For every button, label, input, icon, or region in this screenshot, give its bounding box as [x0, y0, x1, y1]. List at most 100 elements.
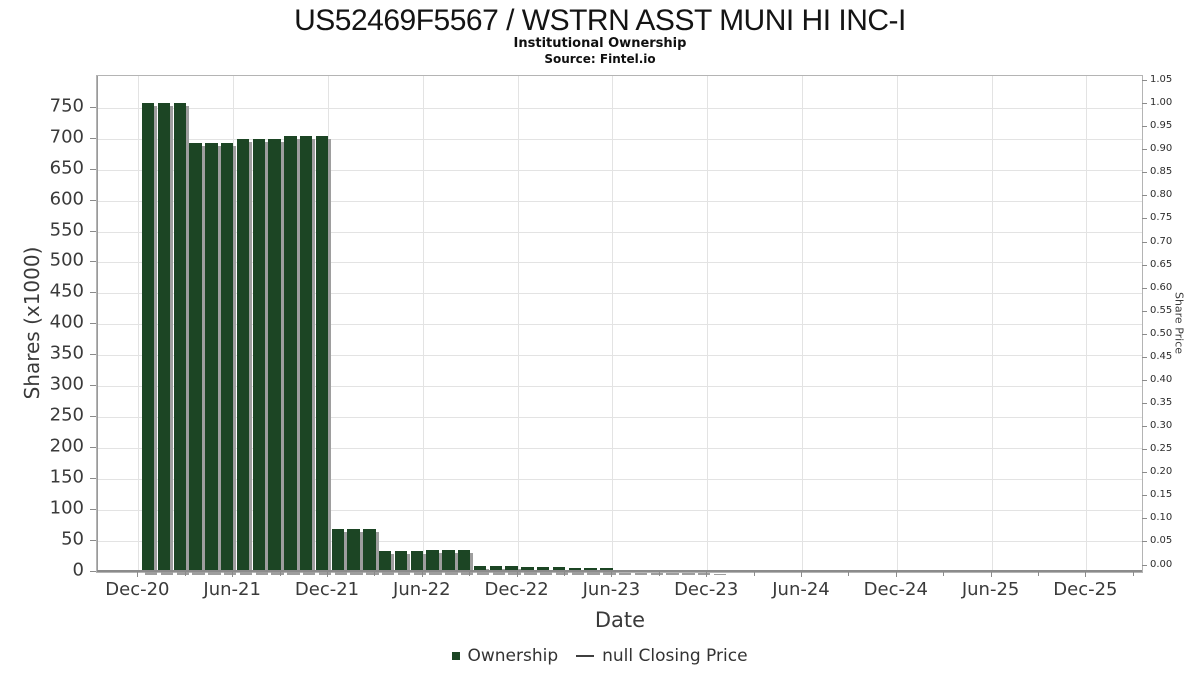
y-left-tick-mark [90, 385, 96, 387]
y-right-tick-label: 0.45 [1150, 350, 1173, 362]
y-left-tick-label: 300 [49, 373, 84, 395]
x-minor-tick-mark [184, 572, 186, 576]
bar-Apr-22 [394, 550, 408, 572]
plot-area [96, 75, 1143, 573]
bar-Nov-21 [315, 135, 329, 572]
y-right-tick-mark [1142, 379, 1147, 381]
y-right-tick-label: 0.75 [1150, 212, 1173, 224]
x-minor-tick-mark [848, 572, 850, 576]
y-left-tick-mark [90, 292, 96, 294]
x-tick-label: Jun-23 [582, 579, 641, 600]
y-left-tick-mark [90, 447, 96, 449]
y-left-tick-label: 0 [72, 559, 84, 581]
x-tick-label: Dec-24 [863, 579, 928, 600]
y-left-tick-mark [90, 230, 96, 232]
x-gridline [802, 76, 803, 572]
y-left-tick-mark [90, 571, 96, 572]
y-left-tick-label: 50 [61, 528, 84, 550]
bar-Oct-22 [489, 565, 502, 572]
x-gridline [328, 76, 329, 572]
y-axis-left-spine [97, 76, 98, 572]
y-gridline [97, 169, 1142, 171]
x-gridline [233, 76, 235, 572]
bar-May-21 [221, 143, 234, 572]
x-tick-mark [421, 572, 423, 577]
y-right-tick-label: 0.10 [1150, 512, 1173, 524]
y-gridline [97, 386, 1142, 388]
bar-Apr-21 [205, 143, 218, 572]
x-tick-label: Jun-21 [203, 579, 261, 600]
bar-Jan-23 [537, 567, 550, 572]
bar-Nov-22 [505, 565, 518, 572]
x-gridline [991, 76, 993, 572]
y-right-tick-mark [1142, 241, 1147, 243]
x-tick-label: Jun-22 [393, 579, 451, 600]
bar-Mar-21 [189, 143, 202, 572]
x-minor-tick-mark [374, 572, 376, 576]
bar-Feb-22 [363, 528, 376, 572]
y-gridline [97, 293, 1142, 295]
bar-Mar-22 [379, 550, 392, 572]
y-gridline [97, 231, 1142, 233]
y-right-tick-label: 0.05 [1150, 535, 1173, 547]
y-left-tick-label: 100 [49, 497, 84, 519]
x-gridline [1086, 76, 1088, 572]
y-left-tick-mark [90, 540, 96, 542]
x-tick-mark [516, 572, 518, 577]
y-right-tick-mark [1142, 495, 1147, 497]
y-right-tick-label: 1.05 [1150, 73, 1173, 85]
y-right-tick-mark [1142, 403, 1147, 404]
y-right-tick-mark [1142, 103, 1147, 105]
y-right-tick-mark [1142, 449, 1147, 451]
y-gridline [97, 262, 1142, 264]
x-minor-tick-mark [943, 572, 945, 576]
y-gridline [97, 448, 1142, 450]
x-tick-label: Jun-24 [772, 579, 830, 600]
y-gridline [97, 541, 1142, 543]
y-right-tick-mark [1142, 564, 1147, 566]
x-axis-label: Date [594, 608, 646, 632]
legend: Ownership null Closing Price [0, 646, 1200, 666]
y-right-tick-label: 0.00 [1150, 558, 1173, 570]
chart-subtitle: Institutional Ownership [513, 36, 687, 51]
y-right-tick-label: 0.30 [1150, 420, 1173, 432]
y-gridline [97, 417, 1142, 419]
y-right-tick-label: 0.90 [1150, 143, 1173, 155]
x-gridline [138, 76, 140, 572]
x-gridline [896, 76, 898, 572]
x-tick-mark [990, 572, 992, 577]
chart-source: Source: Fintel.io [544, 52, 656, 66]
y-gridline [97, 324, 1142, 326]
x-minor-tick-mark [469, 572, 471, 576]
y-right-tick-mark [1142, 472, 1147, 474]
y-right-tick-label: 0.95 [1150, 120, 1173, 132]
x-tick-label: Dec-21 [294, 579, 360, 600]
bar-Dec-21 [331, 528, 344, 572]
x-gridline [707, 76, 709, 572]
y-right-tick-label: 0.25 [1150, 443, 1173, 455]
y-gridline [97, 107, 1142, 109]
bar-Dec-22 [521, 567, 534, 572]
bar-Jan-21 [157, 102, 171, 572]
bar-Sep-21 [284, 135, 297, 572]
y-right-tick-mark [1142, 264, 1147, 266]
y-right-tick-label: 0.50 [1150, 327, 1173, 339]
y-right-tick-label: 0.35 [1150, 396, 1173, 408]
y-left-tick-label: 600 [49, 187, 84, 209]
y-right-tick-label: 0.15 [1150, 489, 1173, 501]
y-left-tick-mark [90, 261, 96, 263]
y-left-tick-mark [90, 106, 96, 108]
y-gridline [97, 200, 1142, 202]
x-tick-mark [137, 572, 139, 577]
y-right-tick-label: 0.55 [1150, 304, 1173, 316]
ownership-legend-label: Ownership [467, 646, 559, 666]
y-left-tick-label: 150 [49, 466, 84, 488]
x-tick-label: Dec-25 [1053, 579, 1118, 600]
chart-title: US52469F5567 / WSTRN ASST MUNI HI INC-I [294, 4, 906, 37]
y-left-tick-mark [90, 137, 96, 139]
y-left-tick-label: 750 [49, 95, 84, 117]
y-left-tick-label: 350 [49, 342, 84, 364]
y-left-tick-mark [90, 416, 96, 418]
bar-Jul-21 [252, 139, 265, 572]
y-left-tick-mark [90, 199, 96, 201]
